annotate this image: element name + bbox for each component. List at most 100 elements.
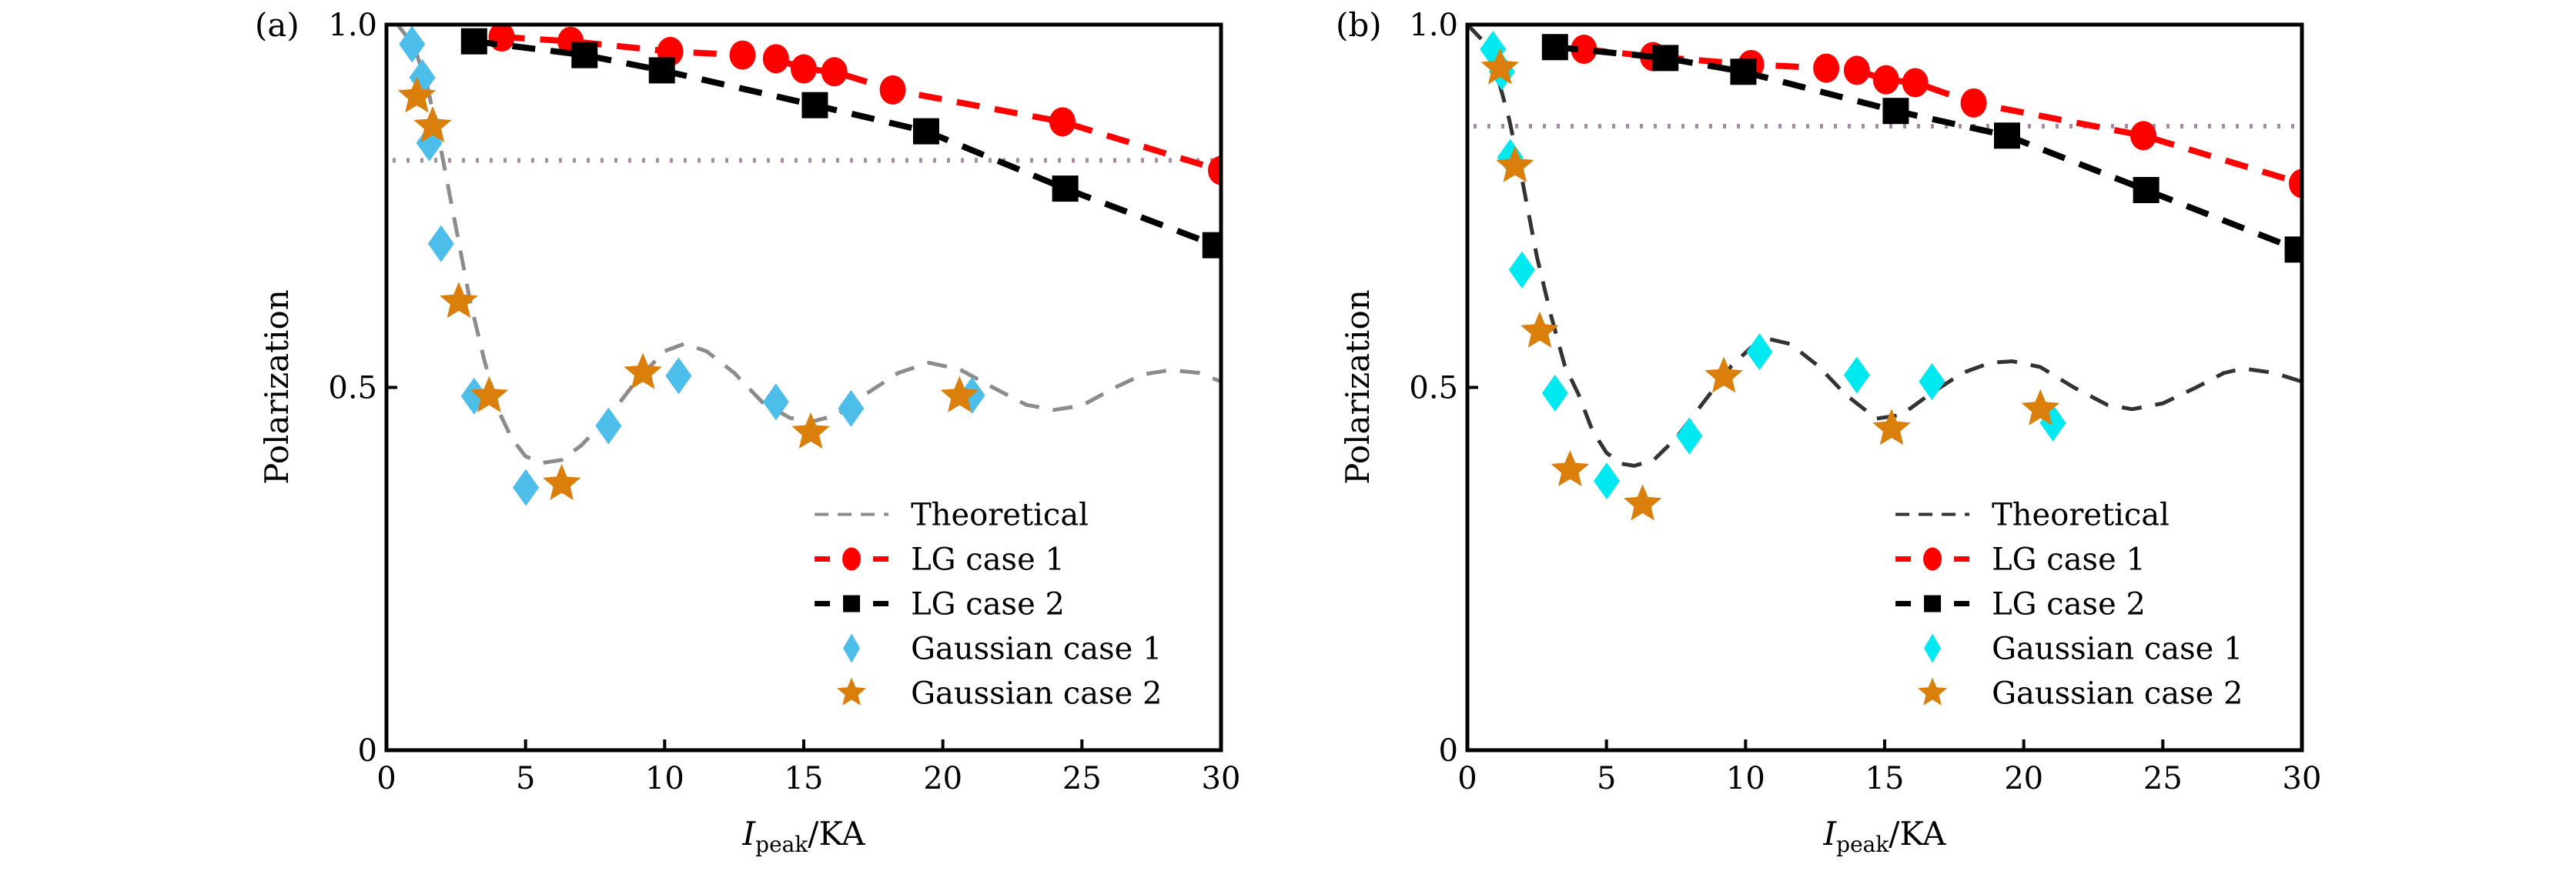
series-gaussian-case-2 bbox=[397, 76, 979, 500]
legend-label: Theoretical bbox=[911, 498, 1089, 533]
legend: Theoretical LG case 1 LG case 2 Gaussian ca… bbox=[815, 498, 1162, 712]
data-point bbox=[1676, 417, 1703, 455]
circle-marker-icon bbox=[842, 547, 861, 571]
panel-label: (a) bbox=[255, 6, 299, 44]
y-tick-label: 0.5 bbox=[328, 371, 377, 406]
series-lg-case-2 bbox=[460, 28, 1221, 259]
data-point bbox=[624, 352, 662, 389]
data-point bbox=[1541, 34, 1568, 61]
x-tick-label: 20 bbox=[923, 761, 962, 796]
legend-label: Gaussian case 2 bbox=[1992, 676, 2243, 712]
data-point bbox=[791, 412, 830, 449]
data-point bbox=[1480, 48, 1519, 85]
y-tick-label: 0 bbox=[358, 733, 377, 769]
data-point bbox=[399, 25, 426, 63]
legend-label: LG case 1 bbox=[911, 542, 1065, 578]
x-tick-label: 25 bbox=[2143, 761, 2183, 796]
x-tick-label: 0 bbox=[1457, 761, 1477, 796]
legend-label: Gaussian case 2 bbox=[911, 676, 1162, 712]
legend-item-lg-case-2: LG case 2 bbox=[1895, 587, 2146, 622]
data-point bbox=[762, 44, 789, 74]
diamond-marker-icon bbox=[843, 633, 861, 663]
data-point bbox=[1594, 462, 1621, 500]
data-point bbox=[427, 225, 454, 262]
x-label-unit: /KA bbox=[808, 815, 865, 853]
legend-item-lg-case-2: LG case 2 bbox=[815, 587, 1065, 622]
data-point bbox=[1202, 232, 1221, 259]
legend-label: LG case 2 bbox=[1992, 587, 2146, 622]
data-point bbox=[1843, 356, 1870, 394]
series-lg-case-2 bbox=[1541, 34, 2302, 263]
data-point bbox=[2130, 121, 2157, 151]
data-point bbox=[1541, 375, 1568, 412]
x-tick-label: 15 bbox=[785, 761, 824, 796]
series-gaussian-case-1 bbox=[399, 25, 985, 506]
panel-label: (b) bbox=[1336, 6, 1382, 44]
data-point bbox=[912, 118, 939, 145]
data-point bbox=[665, 357, 692, 395]
data-point bbox=[1872, 65, 1899, 95]
series-lg-case-1 bbox=[488, 25, 1221, 185]
y-tick-label: 0 bbox=[1439, 733, 1458, 769]
data-point bbox=[821, 57, 848, 87]
data-point bbox=[1843, 55, 1870, 85]
y-axis-label: Polarization bbox=[1339, 289, 1377, 485]
data-point bbox=[648, 57, 675, 84]
data-point bbox=[1993, 122, 2020, 149]
x-tick-label: 10 bbox=[645, 761, 684, 796]
data-point bbox=[1508, 251, 1535, 289]
data-point bbox=[2021, 389, 2060, 425]
data-point bbox=[513, 469, 540, 506]
x-tick-label: 0 bbox=[376, 761, 396, 796]
legend-label: LG case 1 bbox=[1992, 542, 2146, 578]
data-point bbox=[1623, 484, 1662, 521]
data-point bbox=[1496, 145, 1534, 182]
star-marker-icon bbox=[1918, 677, 1948, 706]
series-line bbox=[501, 34, 1221, 174]
legend-label: Theoretical bbox=[1992, 498, 2170, 533]
legend-item-gaussian-case-1: Gaussian case 1 bbox=[843, 632, 1162, 667]
x-tick-label: 10 bbox=[1726, 761, 1765, 796]
data-point bbox=[1872, 409, 1911, 446]
data-point bbox=[470, 375, 509, 412]
data-point bbox=[879, 75, 906, 105]
x-label-subscript: peak bbox=[755, 832, 808, 857]
series-lg-case-1 bbox=[1571, 35, 2302, 199]
data-point bbox=[1521, 311, 1559, 348]
axes: 0 5 10 15 20 25 30 0 0.5 1.0 bbox=[328, 8, 1240, 796]
theoretical-curve bbox=[396, 25, 1221, 466]
data-point bbox=[2284, 236, 2302, 263]
x-label-main: I bbox=[1823, 815, 1838, 853]
x-axis-label: Ipeak/KA bbox=[742, 815, 866, 857]
data-point bbox=[729, 40, 756, 70]
legend-item-gaussian-case-1: Gaussian case 1 bbox=[1924, 632, 2243, 667]
x-tick-label: 15 bbox=[1865, 761, 1905, 796]
square-marker-icon bbox=[1924, 595, 1942, 612]
x-tick-label: 5 bbox=[1597, 761, 1616, 796]
data-point bbox=[1551, 450, 1590, 486]
legend-item-theoretical: Theoretical bbox=[1895, 498, 2170, 533]
y-axis-label: Polarization bbox=[258, 289, 296, 485]
legend: Theoretical LG case 1 LG case 2 Gaussian ca… bbox=[1895, 498, 2243, 712]
x-tick-label: 30 bbox=[2283, 761, 2322, 796]
data-point bbox=[460, 28, 487, 55]
legend-label: Gaussian case 1 bbox=[911, 632, 1162, 667]
data-point bbox=[1705, 356, 1743, 393]
data-point bbox=[1902, 68, 1929, 98]
theoretical-curve bbox=[1467, 25, 2302, 468]
plot-area bbox=[393, 25, 1221, 506]
panel-b: (b) 0 5 10 15 20 25 30 0 0.5 1.0 Polarization Ipe… bbox=[1336, 6, 2321, 857]
data-point bbox=[488, 25, 515, 52]
data-point bbox=[838, 389, 865, 427]
data-point bbox=[1813, 53, 1840, 83]
square-marker-icon bbox=[843, 595, 861, 612]
y-tick-label: 1.0 bbox=[1409, 8, 1458, 43]
data-point bbox=[440, 282, 478, 319]
data-point bbox=[1571, 35, 1597, 65]
data-point bbox=[1052, 175, 1079, 202]
series-gaussian-case-2 bbox=[1480, 48, 2060, 521]
data-point bbox=[542, 463, 581, 500]
data-point bbox=[595, 407, 622, 445]
data-point bbox=[397, 76, 437, 113]
